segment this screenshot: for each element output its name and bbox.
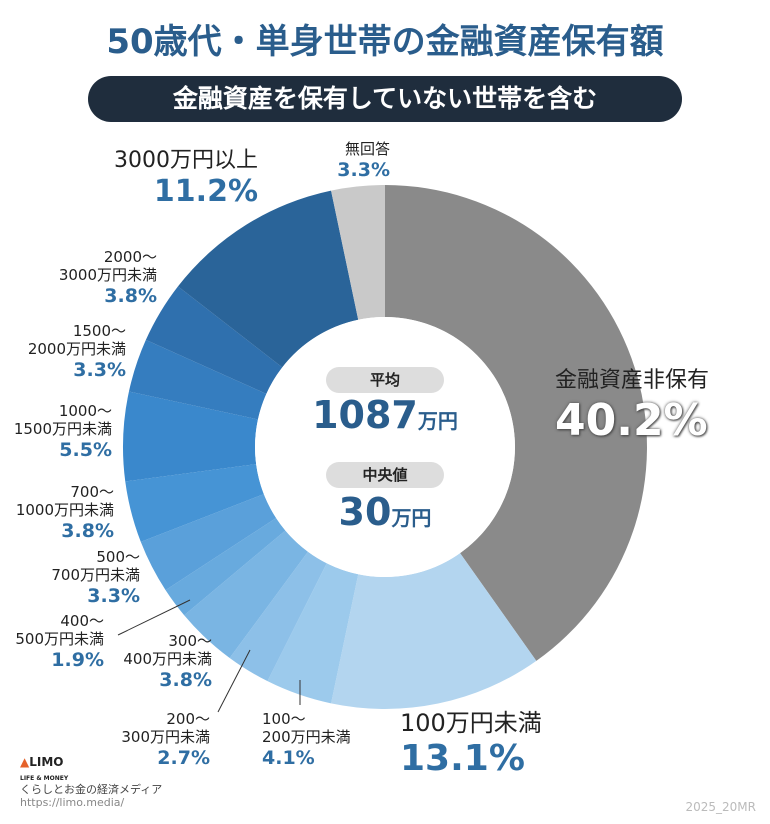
- slice-label-text: 1000万円未満: [15, 501, 114, 519]
- slice-label-text: 金融資産非保有: [555, 368, 710, 393]
- slice-value-label: 3.8%: [61, 520, 114, 542]
- slice-label-text: 500〜: [96, 548, 140, 566]
- slice-label-11: 3000万円以上 11.2%: [114, 148, 258, 210]
- slice-label-9: 1500〜 2000万円未満 3.3%: [28, 322, 126, 382]
- slice-0: [385, 185, 647, 661]
- slice-value-label: 2.7%: [157, 747, 210, 769]
- slice-6: [140, 494, 277, 591]
- slice-label-4: 300〜 400万円未満 3.8%: [123, 632, 212, 692]
- average-number: 1087: [312, 393, 418, 437]
- slice-label-text: 100万円未満: [400, 709, 542, 737]
- slice-7: [125, 464, 264, 542]
- slice-11: [177, 190, 359, 368]
- slice-label-text: 700〜: [70, 483, 114, 501]
- slice-10: [145, 286, 283, 394]
- slice-2: [267, 563, 359, 704]
- slice-label-text: 500万円未満: [15, 630, 104, 648]
- slice-value-label: 3.3%: [337, 159, 390, 181]
- slice-label-10: 2000〜 3000万円未満 3.8%: [59, 248, 157, 308]
- slice-value-label: 4.1%: [262, 747, 315, 769]
- slice-label-5: 400〜 500万円未満 1.9%: [15, 612, 104, 672]
- slice-value-label: 1.9%: [51, 649, 104, 671]
- url: https://limo.media/: [20, 796, 125, 809]
- median-value: 30万円: [255, 490, 515, 534]
- subtitle-banner: 金融資産を保有していない世帯を含む: [88, 76, 682, 122]
- slice-label-text: 700万円未満: [51, 566, 140, 584]
- slice-label-text: 300〜: [168, 632, 212, 650]
- slice-label-text: 300万円未満: [121, 728, 210, 746]
- slice-label-12: 無回答 3.3%: [337, 140, 390, 182]
- limo-logo: ▲LIMO LIFE & MONEY: [20, 755, 69, 782]
- code: 2025_20MR: [685, 800, 757, 814]
- slice-label-3: 200〜 300万円未満 2.7%: [121, 710, 210, 770]
- slice-8: [123, 391, 258, 482]
- slice-value-label: 3.8%: [104, 285, 157, 307]
- tagline: くらしとお金の経済メディア: [20, 783, 163, 796]
- leader-line-1: [217, 649, 251, 713]
- slice-9: [128, 339, 267, 420]
- slice-value-label: 13.1%: [400, 738, 525, 779]
- slice-value-label: 5.5%: [59, 439, 112, 461]
- median-label: 中央値: [326, 462, 444, 488]
- median-number: 30: [338, 490, 392, 534]
- slice-label-8: 1000〜 1500万円未満 5.5%: [14, 402, 112, 462]
- slice-12: [331, 185, 385, 320]
- logo-text: LIMO: [29, 755, 64, 769]
- slice-1: [331, 553, 537, 709]
- slice-value-label: 11.2%: [153, 174, 258, 209]
- leader-line-2: [117, 599, 191, 636]
- average-label: 平均: [326, 367, 444, 393]
- average-value: 1087万円: [255, 393, 515, 437]
- slice-label-text: 無回答: [344, 140, 390, 158]
- slice-label-text: 1500〜: [72, 322, 126, 340]
- slice-label-text: 3000万円以上: [114, 148, 258, 173]
- slice-label-text: 1000〜: [58, 402, 112, 420]
- donut-hole: [255, 317, 515, 577]
- page-title: 50歳代・単身世帯の金融資産保有額: [106, 22, 664, 62]
- slice-value-label: 40.2%: [555, 395, 708, 446]
- slice-value-label: 3.3%: [87, 585, 140, 607]
- slice-label-text: 200万円未満: [262, 728, 351, 746]
- median-unit: 万円: [391, 506, 432, 530]
- slice-label-text: 400万円未満: [123, 650, 212, 668]
- slice-label-text: 1500万円未満: [13, 420, 112, 438]
- slice-5: [165, 518, 286, 616]
- slice-label-2: 100〜 200万円未満 4.1%: [262, 710, 351, 770]
- slice-label-text: 2000〜: [103, 248, 157, 266]
- slice-label-text: 100〜: [262, 710, 306, 728]
- slice-label-1: 100万円未満 13.1%: [400, 710, 542, 782]
- logo-sub: LIFE & MONEY: [20, 775, 69, 782]
- slice-3: [229, 551, 327, 682]
- slice-label-text: 200〜: [166, 710, 210, 728]
- slice-label-text: 3000万円未満: [58, 266, 157, 284]
- slice-value-label: 3.8%: [159, 669, 212, 691]
- slice-label-0: 金融資産非保有 40.2%: [555, 368, 709, 448]
- slice-label-text: 400〜: [60, 612, 104, 630]
- slice-label-text: 2000万円未満: [27, 340, 126, 358]
- slice-4: [184, 530, 308, 658]
- average-unit: 万円: [417, 409, 458, 433]
- slice-label-7: 700〜 1000万円未満 3.8%: [16, 483, 114, 543]
- slice-label-6: 500〜 700万円未満 3.3%: [51, 548, 140, 608]
- slice-value-label: 3.3%: [73, 359, 126, 381]
